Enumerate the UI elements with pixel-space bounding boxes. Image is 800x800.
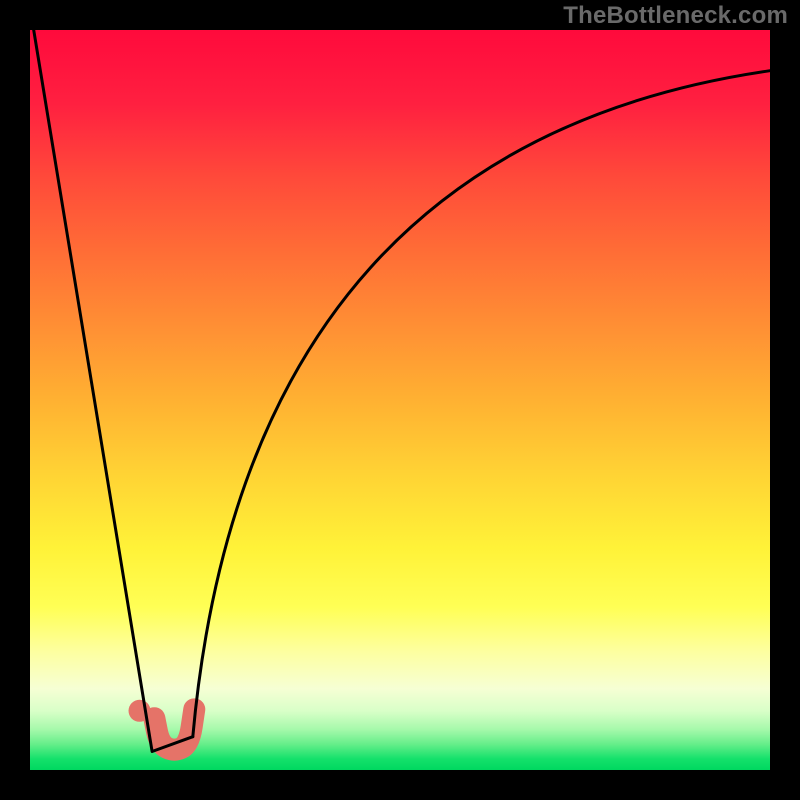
chart-svg: [0, 0, 800, 800]
watermark-text: TheBottleneck.com: [563, 2, 788, 30]
chart-container: TheBottleneck.com: [0, 0, 800, 800]
plot-background: [30, 30, 770, 770]
